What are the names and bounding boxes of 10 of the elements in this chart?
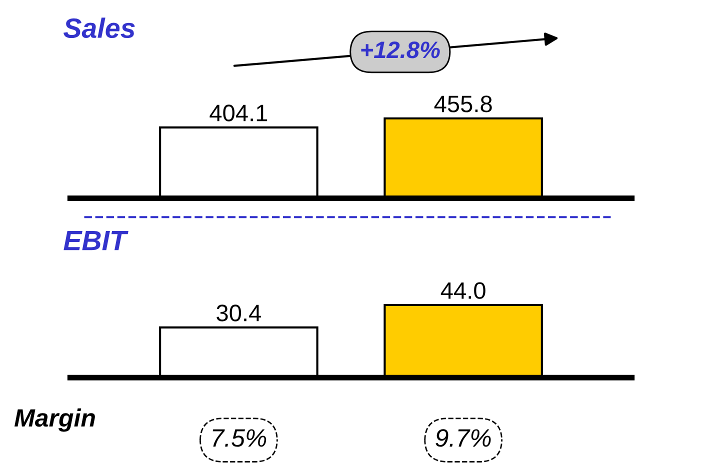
chart-title: EBIT <box>64 231 128 250</box>
text: +12.8% <box>361 42 440 58</box>
chart-title: Sales <box>64 18 135 38</box>
text: Margin <box>14 408 95 432</box>
text: 9.7% <box>436 429 491 447</box>
data-label: 455.8 <box>434 96 492 112</box>
data-label: 404.1 <box>210 104 268 122</box>
text: 7.5% <box>212 429 266 447</box>
data-label: 30.4 <box>216 304 261 322</box>
data-label: 44.0 <box>440 282 486 299</box>
